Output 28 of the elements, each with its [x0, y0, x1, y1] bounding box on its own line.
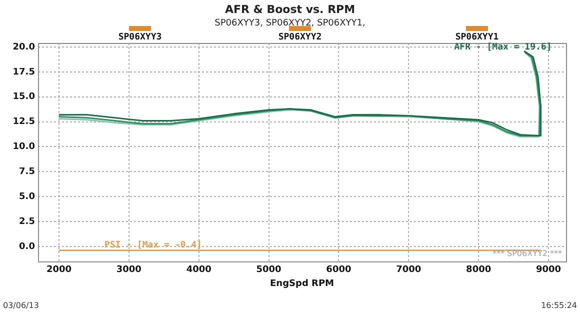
y-tick-label: 10.0 [12, 142, 35, 152]
x-axis-title: EngSpd RPM [270, 278, 334, 289]
text: SP06XYY2 [278, 32, 322, 42]
x-tick-label: 4000 [186, 265, 212, 276]
annotation: PSI - [Max = -0.4] [104, 240, 202, 250]
annotation: AFR - [Max = 19.6] [454, 42, 552, 52]
annotation: *** SP06XYY2 *** [492, 249, 562, 258]
chart-subtitle: SP06XYY3, SP06XYY2, SP06XYY1, [214, 18, 366, 28]
x-tick-label: 8000 [466, 265, 492, 276]
x-tick-label: 2000 [46, 265, 72, 276]
text: SP06XYY3 [118, 32, 162, 42]
x-tick-label: 9000 [536, 265, 562, 276]
text: 16:55:24 [541, 301, 577, 310]
y-tick-label: 17.5 [12, 67, 35, 78]
text: SP06XYY1 [455, 32, 499, 42]
x-tick-label: 7000 [396, 265, 422, 276]
y-tick-label: 12.5 [12, 117, 35, 128]
y-tick-label: 15.0 [12, 92, 35, 102]
x-tick-label: 3000 [116, 265, 142, 276]
x-tick-label: 5000 [256, 265, 282, 276]
y-tick-label: 2.5 [19, 216, 35, 227]
y-tick-label: 0.0 [19, 242, 35, 252]
y-tick-label: 7.5 [19, 166, 35, 177]
text: 03/06/13 [3, 301, 39, 310]
y-tick-label: 5.0 [19, 192, 35, 202]
x-tick-label: 6000 [326, 265, 352, 276]
chart-title: AFR & Boost vs. RPM [224, 2, 356, 16]
y-tick-label: 20.0 [12, 42, 35, 52]
